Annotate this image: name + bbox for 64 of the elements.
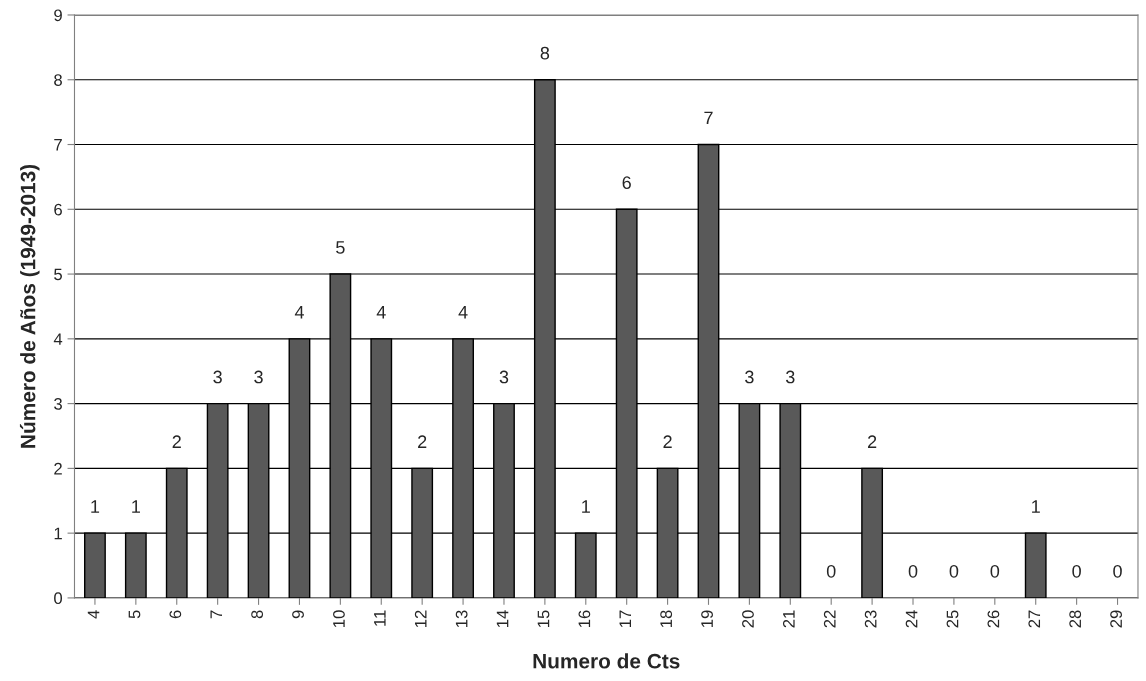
y-tick-label: 6 <box>54 203 62 216</box>
data-label: 7 <box>704 111 713 125</box>
x-tick-label: 21 <box>782 610 795 628</box>
x-tick-label: 15 <box>537 610 550 627</box>
data-label: 4 <box>376 306 386 319</box>
data-label: 1 <box>1032 500 1040 513</box>
data-label: 2 <box>663 435 672 448</box>
data-label: 2 <box>172 435 181 448</box>
y-tick-label: 8 <box>54 74 62 86</box>
x-axis-title: Numero de Cts <box>533 653 680 669</box>
x-tick-label: 23 <box>864 610 877 628</box>
y-tick-label: 5 <box>54 268 62 281</box>
data-label: 2 <box>418 435 427 448</box>
x-tick-label: 27 <box>1028 610 1041 628</box>
data-label: 0 <box>949 564 959 578</box>
data-label: 0 <box>1113 564 1122 578</box>
x-tick-label: 26 <box>987 610 1000 628</box>
data-label: 8 <box>540 46 550 60</box>
data-label: 6 <box>622 176 631 190</box>
data-label: 1 <box>582 500 590 513</box>
data-label: 0 <box>826 564 836 578</box>
x-tick-label: 24 <box>905 610 918 628</box>
data-label: 1 <box>91 500 100 513</box>
x-tick-label: 20 <box>742 610 754 628</box>
x-tick-label: 28 <box>1069 610 1082 628</box>
x-tick-label: 29 <box>1110 610 1122 628</box>
x-tick-label: 13 <box>455 610 468 627</box>
data-label: 4 <box>294 306 304 319</box>
x-tick-label: 6 <box>169 610 182 619</box>
y-tick-label: 9 <box>54 9 62 22</box>
data-label: 2 <box>867 435 877 448</box>
data-label: 0 <box>1072 564 1081 578</box>
x-tick-label: 12 <box>414 610 427 627</box>
y-tick-label: 0 <box>54 592 63 605</box>
y-axis-title: Número de Años (1949-2013) <box>19 164 40 448</box>
data-label: 5 <box>336 241 345 254</box>
y-tick-label: 7 <box>54 139 62 151</box>
x-tick-label: 9 <box>292 610 304 619</box>
data-label: 4 <box>458 306 468 319</box>
data-label: 3 <box>745 370 754 384</box>
x-tick-label: 25 <box>946 610 959 628</box>
x-tick-label: 19 <box>701 610 713 627</box>
x-tick-label: 7 <box>210 610 222 619</box>
x-tick-label: 14 <box>496 610 509 627</box>
y-tick-label: 1 <box>54 527 62 540</box>
data-label: 0 <box>990 564 1000 578</box>
data-label: 1 <box>132 500 140 513</box>
x-tick-label: 5 <box>128 610 141 619</box>
y-tick-label: 2 <box>54 462 62 475</box>
data-label: 3 <box>499 370 509 384</box>
x-tick-label: 8 <box>251 610 264 619</box>
y-tick-label: 4 <box>53 333 63 345</box>
data-label: 0 <box>908 564 918 578</box>
y-tick-label: 3 <box>54 398 62 410</box>
data-label: 3 <box>254 370 263 384</box>
x-tick-label: 11 <box>374 610 386 626</box>
data-label: 3 <box>213 370 222 384</box>
x-tick-label: 16 <box>578 610 591 627</box>
x-tick-label: 18 <box>660 610 673 627</box>
x-tick-label: 10 <box>333 610 345 627</box>
x-tick-label: 17 <box>619 610 631 627</box>
data-label: 3 <box>785 370 795 384</box>
x-tick-label: 4 <box>87 610 100 619</box>
x-tick-label: 22 <box>823 610 836 628</box>
